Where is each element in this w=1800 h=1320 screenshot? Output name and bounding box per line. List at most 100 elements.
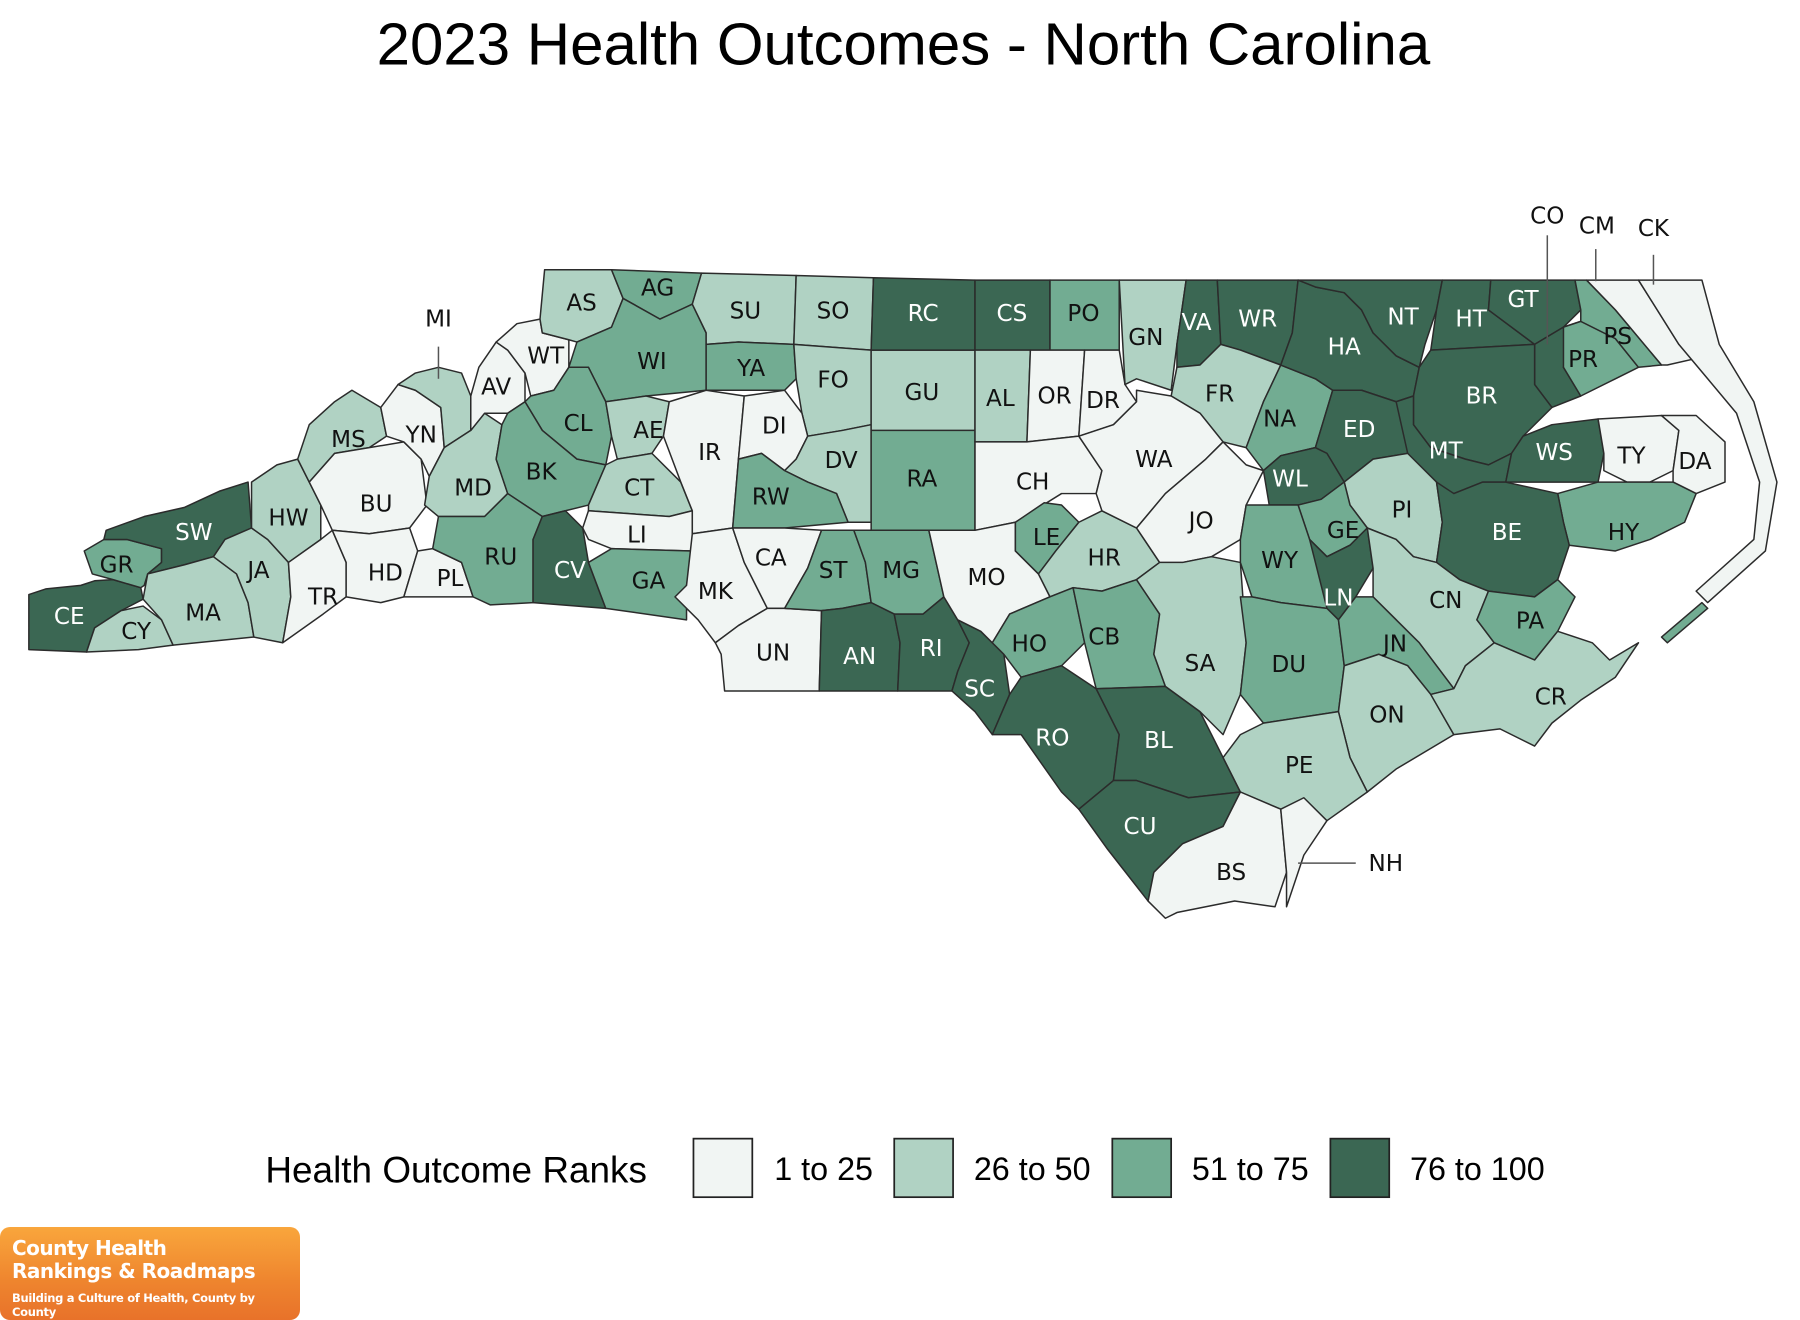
chrr-logo: County Health Rankings & Roadmaps Buildi… xyxy=(0,1227,300,1320)
label-cn: CN xyxy=(1429,588,1462,614)
label-dv: DV xyxy=(825,448,858,474)
label-ht: HT xyxy=(1455,307,1487,333)
legend-swatch-4 xyxy=(1329,1137,1391,1199)
label-ln: LN xyxy=(1323,586,1353,612)
label-ws: WS xyxy=(1536,440,1573,466)
county-cy[interactable] xyxy=(85,605,174,653)
label-su: SU xyxy=(730,299,762,325)
label-gr: GR xyxy=(100,552,134,578)
label-cl: CL xyxy=(564,411,593,437)
label-un: UN xyxy=(756,641,790,667)
label-jn: JN xyxy=(1381,632,1407,658)
label-da: DA xyxy=(1678,449,1711,475)
label-md: MD xyxy=(454,476,492,502)
label-mk: MK xyxy=(698,579,734,605)
label-an: AN xyxy=(843,644,876,670)
county-nh[interactable] xyxy=(1280,796,1328,908)
label-hy: HY xyxy=(1608,520,1640,546)
county-hw[interactable] xyxy=(250,458,322,564)
label-ps: PS xyxy=(1603,324,1632,350)
label-pr: PR xyxy=(1568,347,1598,373)
legend-label-4: 76 to 100 xyxy=(1410,1151,1545,1187)
label-sw: SW xyxy=(175,520,212,546)
logo-line-1: County Health xyxy=(12,1236,167,1260)
label-cv: CV xyxy=(554,558,586,584)
label-ma: MA xyxy=(185,601,221,627)
leader-lines xyxy=(437,235,1655,864)
label-cs: CS xyxy=(997,301,1028,327)
label-rw: RW xyxy=(752,485,790,511)
label-gu: GU xyxy=(905,380,940,406)
county-ck[interactable] xyxy=(1637,279,1778,604)
legend-swatch-2 xyxy=(893,1137,954,1199)
county-outer-banks-hy[interactable] xyxy=(1660,601,1709,644)
label-ja: JA xyxy=(245,558,269,584)
label-na: NA xyxy=(1263,407,1296,433)
label-ty: TY xyxy=(1616,443,1646,469)
legend-title: Health Outcome Ranks xyxy=(265,1149,647,1190)
label-ms: MS xyxy=(331,427,366,453)
label-mo: MO xyxy=(968,565,1006,591)
label-gt: GT xyxy=(1508,287,1540,313)
label-co: CO xyxy=(1530,203,1564,229)
label-ae: AE xyxy=(633,418,663,444)
county-wa[interactable] xyxy=(1078,389,1224,529)
legend-swatch-1 xyxy=(692,1137,754,1199)
label-hd: HD xyxy=(368,560,403,586)
county-bk[interactable] xyxy=(495,400,607,518)
label-ru: RU xyxy=(484,544,517,570)
label-wr: WR xyxy=(1238,307,1277,333)
label-dr: DR xyxy=(1086,388,1120,414)
label-st: ST xyxy=(819,558,849,584)
label-av: AV xyxy=(481,375,511,401)
county-labels: CE GR SW CY MA JA HW MS YN MI AV WT AS A… xyxy=(54,203,1712,885)
label-ha: HA xyxy=(1328,334,1361,360)
label-cu: CU xyxy=(1124,814,1157,840)
county-av[interactable] xyxy=(470,341,526,432)
label-jo: JO xyxy=(1187,509,1214,535)
label-wi: WI xyxy=(637,349,667,375)
label-fr: FR xyxy=(1205,381,1234,407)
legend-label-3: 51 to 75 xyxy=(1192,1151,1309,1187)
label-be: BE xyxy=(1492,520,1522,546)
label-ct: CT xyxy=(624,476,655,502)
legend: Health Outcome Ranks 1 to 25 26 to 50 51… xyxy=(265,1137,1545,1199)
label-du: DU xyxy=(1272,652,1307,678)
county-ce[interactable] xyxy=(28,578,144,653)
label-pa: PA xyxy=(1516,609,1544,635)
legend-swatch-3 xyxy=(1111,1137,1173,1199)
label-pi: PI xyxy=(1392,497,1413,523)
label-ho: HO xyxy=(1011,632,1046,658)
label-pe: PE xyxy=(1285,753,1313,779)
label-mi: MI xyxy=(425,307,452,333)
label-on: ON xyxy=(1369,703,1404,729)
label-tr: TR xyxy=(307,585,338,611)
label-nt: NT xyxy=(1387,304,1419,330)
label-po: PO xyxy=(1067,301,1099,327)
label-ag: AG xyxy=(641,276,674,302)
label-hw: HW xyxy=(268,505,308,531)
label-ck: CK xyxy=(1638,216,1670,242)
legend-label-2: 26 to 50 xyxy=(974,1151,1091,1187)
county-sa[interactable] xyxy=(1135,555,1247,736)
label-wl: WL xyxy=(1272,466,1308,492)
map-title: 2023 Health Outcomes - North Carolina xyxy=(377,10,1431,77)
label-al: AL xyxy=(986,386,1015,412)
county-layer xyxy=(28,268,1778,920)
county-cr[interactable] xyxy=(1430,630,1640,747)
label-bu: BU xyxy=(360,492,393,518)
label-bl: BL xyxy=(1144,728,1173,754)
label-ri: RI xyxy=(920,636,943,662)
label-sc: SC xyxy=(964,676,995,702)
county-ae[interactable] xyxy=(605,395,670,460)
label-as: AS xyxy=(566,291,596,317)
label-bs: BS xyxy=(1216,860,1246,886)
label-so: SO xyxy=(817,299,850,325)
label-gn: GN xyxy=(1128,325,1163,351)
label-cy: CY xyxy=(121,619,152,645)
label-ce: CE xyxy=(54,604,85,630)
label-sa: SA xyxy=(1185,651,1216,677)
logo-line-2: Rankings & Roadmaps xyxy=(12,1259,256,1283)
label-ro: RO xyxy=(1035,726,1069,752)
label-rc: RC xyxy=(908,301,939,327)
